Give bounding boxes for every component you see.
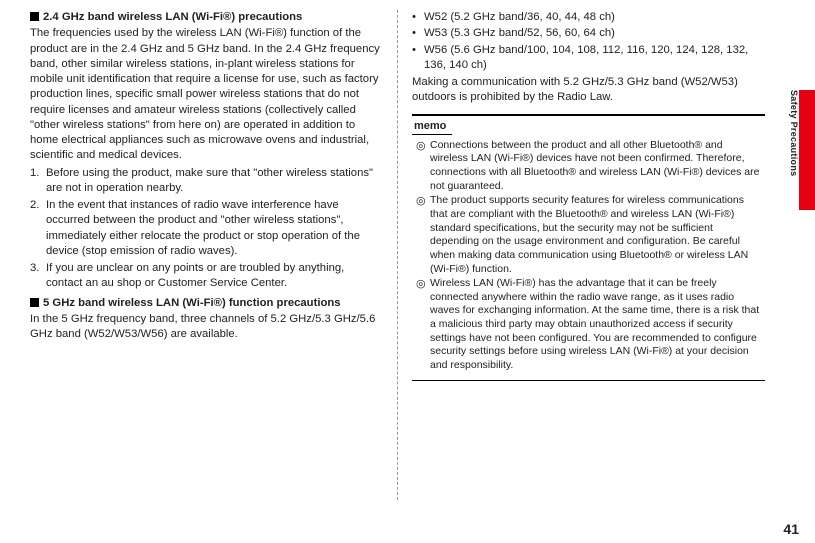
list-item: •W53 (5.3 GHz band/52, 56, 60, 64 ch) <box>412 26 765 41</box>
numbered-list: 1.Before using the product, make sure th… <box>30 166 383 292</box>
heading-5ghz: 5 GHz band wireless LAN (Wi-Fi®) functio… <box>30 296 383 311</box>
ring-icon: ◎ <box>416 139 430 194</box>
bullet-icon: • <box>412 10 424 25</box>
square-bullet-icon <box>30 298 39 307</box>
memo-text: Wireless LAN (Wi-Fi®) has the advantage … <box>430 277 761 372</box>
page-number: 41 <box>783 521 799 537</box>
list-item: 3.If you are unclear on any points or ar… <box>30 261 383 292</box>
bullet-icon: • <box>412 43 424 74</box>
memo-title: memo <box>412 118 452 135</box>
paragraph: The frequencies used by the wireless LAN… <box>30 26 383 163</box>
paragraph: In the 5 GHz frequency band, three chann… <box>30 312 383 343</box>
side-section-label: Safety Precautions <box>785 90 799 176</box>
memo-text: Connections between the product and all … <box>430 139 761 194</box>
list-text: W53 (5.3 GHz band/52, 56, 60, 64 ch) <box>424 26 765 41</box>
side-tab <box>799 90 815 210</box>
manual-page: 2.4 GHz band wireless LAN (Wi-Fi®) preca… <box>0 0 815 543</box>
memo-text: The product supports security features f… <box>430 194 761 276</box>
list-text: In the event that instances of radio wav… <box>46 198 383 259</box>
list-item: •W52 (5.2 GHz band/36, 40, 44, 48 ch) <box>412 10 765 25</box>
memo-item: ◎Connections between the product and all… <box>412 139 765 194</box>
list-text: If you are unclear on any points or are … <box>46 261 383 292</box>
ring-icon: ◎ <box>416 194 430 276</box>
bullet-icon: • <box>412 26 424 41</box>
list-item: 2.In the event that instances of radio w… <box>30 198 383 259</box>
square-bullet-icon <box>30 12 39 21</box>
right-column: •W52 (5.2 GHz band/36, 40, 44, 48 ch) •W… <box>398 10 775 500</box>
heading-24ghz: 2.4 GHz band wireless LAN (Wi-Fi®) preca… <box>30 10 383 25</box>
list-text: Before using the product, make sure that… <box>46 166 383 197</box>
list-number: 3. <box>30 261 46 292</box>
list-item: •W56 (5.6 GHz band/100, 104, 108, 112, 1… <box>412 43 765 74</box>
list-text: W52 (5.2 GHz band/36, 40, 44, 48 ch) <box>424 10 765 25</box>
left-column: 2.4 GHz band wireless LAN (Wi-Fi®) preca… <box>20 10 398 500</box>
list-number: 2. <box>30 198 46 259</box>
memo-item: ◎The product supports security features … <box>412 194 765 276</box>
memo-box: memo ◎Connections between the product an… <box>412 114 765 381</box>
memo-item: ◎Wireless LAN (Wi-Fi®) has the advantage… <box>412 277 765 372</box>
list-text: W56 (5.6 GHz band/100, 104, 108, 112, 11… <box>424 43 765 74</box>
channel-list: •W52 (5.2 GHz band/36, 40, 44, 48 ch) •W… <box>412 10 765 73</box>
ring-icon: ◎ <box>416 277 430 372</box>
heading-text: 2.4 GHz band wireless LAN (Wi-Fi®) preca… <box>43 10 383 25</box>
content-columns: 2.4 GHz band wireless LAN (Wi-Fi®) preca… <box>20 10 775 500</box>
list-number: 1. <box>30 166 46 197</box>
heading-text: 5 GHz band wireless LAN (Wi-Fi®) functio… <box>43 296 383 311</box>
list-item: 1.Before using the product, make sure th… <box>30 166 383 197</box>
paragraph: Making a communication with 5.2 GHz/5.3 … <box>412 75 765 106</box>
